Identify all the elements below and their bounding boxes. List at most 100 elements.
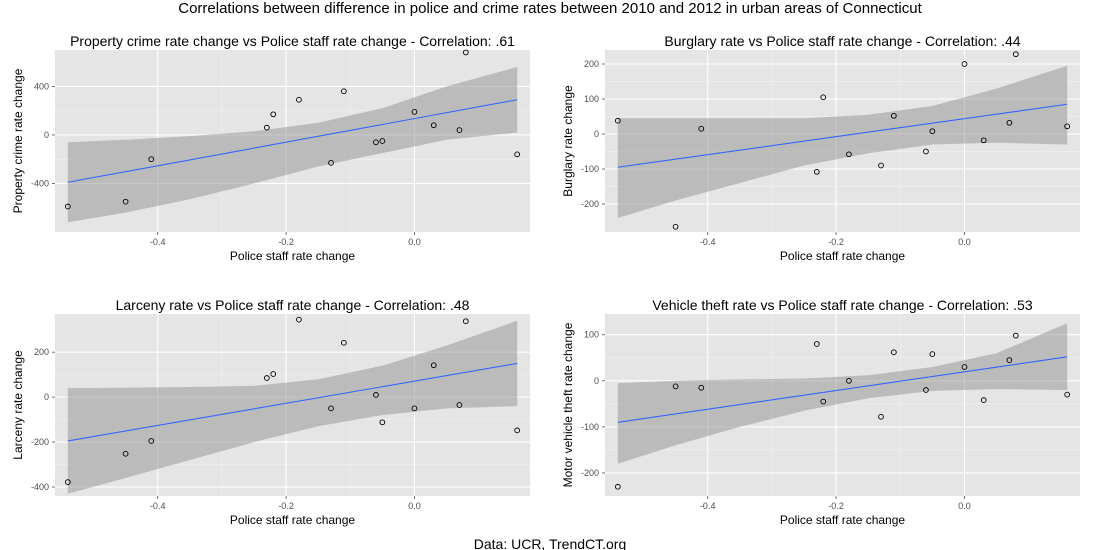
- data-point: [270, 371, 277, 377]
- x-tick-label: -0.4: [700, 237, 716, 247]
- confidence-band: [617, 323, 1068, 464]
- data-point: [64, 479, 71, 485]
- panel-property-crime: -0.4 -0.2 0.0 -400 0 400 Property crime rate c…: [11, 33, 530, 263]
- panel-title: Property crime rate change vs Police sta…: [70, 33, 515, 49]
- data-point: [1006, 357, 1013, 363]
- data-point: [698, 384, 705, 391]
- data-point: [122, 198, 129, 205]
- data-point: [698, 125, 705, 132]
- y-tick-label: -100: [581, 422, 599, 432]
- data-point: [296, 96, 302, 103]
- data-point: [878, 162, 884, 169]
- data-point: [614, 117, 621, 124]
- data-point: [961, 61, 968, 67]
- data-point: [373, 392, 379, 398]
- x-tick-label: -0.2: [278, 501, 294, 511]
- y-tick-label: 0: [594, 376, 599, 386]
- y-tick-label: -200: [581, 468, 599, 478]
- panel-vehicle-theft: -0.4 -0.2 0.0 -200 -100 0 100 Vehicle theft rat…: [561, 297, 1080, 527]
- data-point: [379, 419, 386, 426]
- data-point: [672, 223, 679, 230]
- data-point: [1006, 119, 1013, 126]
- confidence-band: [67, 320, 518, 494]
- data-point: [456, 402, 463, 408]
- y-tick-label: -100: [581, 164, 599, 174]
- data-point: [980, 397, 987, 404]
- y-tick-label: 0: [594, 129, 599, 139]
- data-point: [270, 111, 277, 118]
- panel-burglary: -0.4 -0.2 0.0 -200 -100 0 100 200 Burglary rate …: [561, 33, 1080, 263]
- data-point: [411, 109, 418, 115]
- data-point: [462, 318, 469, 325]
- data-point: [961, 364, 968, 370]
- data-point: [430, 362, 437, 369]
- panel-title: Vehicle theft rate vs Police staff rate …: [652, 297, 1032, 313]
- y-axis-label: Burglary rate change: [561, 85, 575, 197]
- data-point: [328, 405, 334, 412]
- data-point: [1064, 391, 1071, 398]
- data-point: [514, 151, 521, 158]
- data-point: [878, 413, 884, 420]
- data-point: [929, 128, 936, 135]
- y-tick-label: 0: [44, 392, 49, 402]
- y-tick-label: 0: [44, 130, 49, 140]
- data-point: [456, 127, 463, 133]
- data-point: [891, 349, 897, 356]
- x-tick-label: -0.4: [150, 237, 166, 247]
- y-tick-label: -400: [31, 178, 49, 188]
- fit-line: [617, 103, 1068, 168]
- x-tick-label: 0.0: [958, 501, 971, 511]
- data-point: [462, 49, 469, 56]
- data-point: [813, 341, 820, 347]
- x-tick-label: -0.2: [828, 237, 844, 247]
- data-point: [328, 159, 334, 166]
- data-point: [923, 387, 929, 393]
- data-point: [341, 339, 347, 346]
- panel-larceny: -0.4 -0.2 0.0 -400 -200 0 200 Larceny rate vs P…: [11, 297, 530, 527]
- fit-line: [67, 362, 518, 442]
- x-tick-label: -0.2: [828, 501, 844, 511]
- data-point: [514, 427, 521, 434]
- panel-title: Larceny rate vs Police staff rate change…: [116, 297, 470, 313]
- y-tick-label: 400: [34, 81, 49, 91]
- y-tick-label: 100: [584, 94, 599, 104]
- y-tick-label: 200: [584, 59, 599, 69]
- data-point: [980, 137, 987, 144]
- confidence-band: [67, 67, 518, 223]
- data-point: [341, 88, 347, 95]
- x-tick-label: -0.4: [700, 501, 716, 511]
- data-point: [813, 168, 820, 175]
- x-tick-label: 0.0: [408, 237, 421, 247]
- x-axis-label: Police staff rate change: [780, 249, 906, 263]
- data-point: [263, 375, 270, 381]
- y-tick-label: 200: [34, 347, 49, 357]
- x-tick-label: 0.0: [958, 237, 971, 247]
- data-point: [263, 124, 270, 131]
- x-tick-label: 0.0: [408, 501, 421, 511]
- data-point: [148, 156, 155, 163]
- y-axis-label: Property crime rate change: [11, 68, 25, 213]
- y-tick-label: -400: [31, 482, 49, 492]
- x-axis-label: Police staff rate change: [230, 249, 356, 263]
- data-point: [296, 316, 302, 323]
- data-point: [846, 151, 852, 158]
- data-point: [430, 122, 437, 129]
- data-point: [846, 377, 852, 384]
- data-point: [379, 138, 386, 144]
- x-tick-label: -0.2: [278, 237, 294, 247]
- data-point: [923, 148, 929, 155]
- data-point: [929, 351, 936, 357]
- data-point: [64, 203, 71, 210]
- figure-title: Correlations between difference in polic…: [178, 0, 922, 17]
- data-point: [891, 112, 897, 119]
- data-point: [1012, 51, 1019, 58]
- y-tick-label: -200: [31, 437, 49, 447]
- data-point: [122, 450, 129, 457]
- data-point: [614, 483, 621, 490]
- panel-title: Burglary rate vs Police staff rate chang…: [664, 33, 1020, 49]
- data-point: [1064, 123, 1071, 130]
- data-point: [373, 139, 379, 146]
- data-point: [672, 383, 679, 390]
- y-tick-label: 100: [584, 330, 599, 340]
